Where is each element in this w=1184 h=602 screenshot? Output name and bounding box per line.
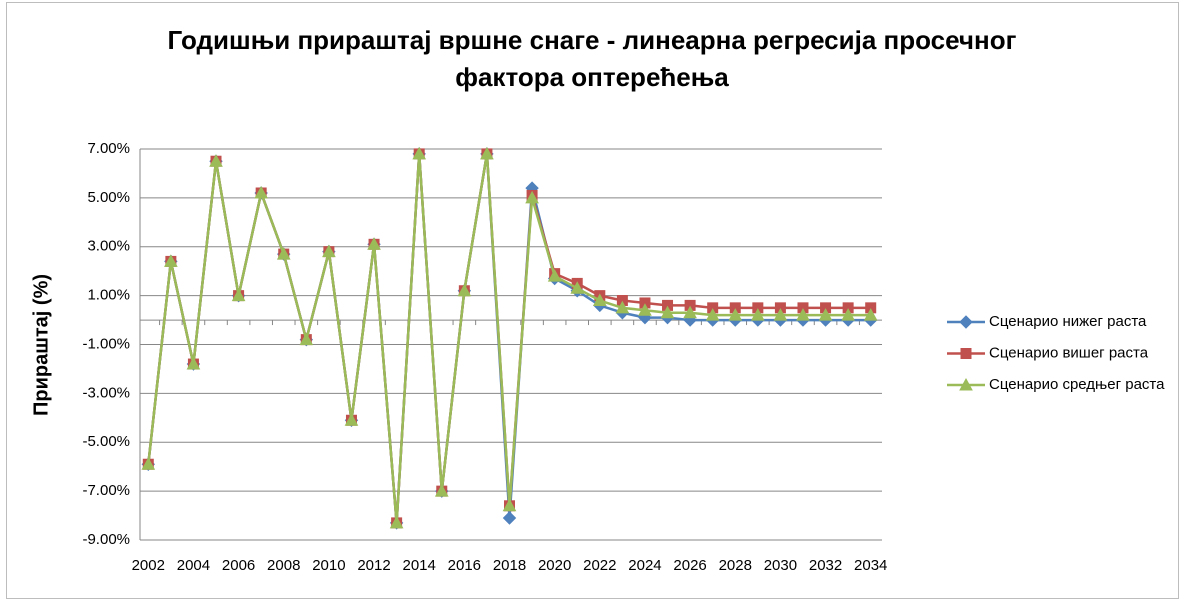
data-point: [705, 308, 720, 321]
data-point: [344, 413, 359, 426]
data-point: [615, 300, 630, 314]
data-point: [525, 190, 539, 204]
x-tick-label: 2026: [673, 557, 706, 574]
x-tick-label: 2010: [312, 557, 345, 574]
data-point: [750, 308, 765, 321]
x-tick-label: 2004: [177, 557, 210, 574]
chart-border: [6, 2, 1179, 599]
y-tick-label: 1.00%: [87, 287, 130, 304]
x-tick-label: 2034: [854, 557, 887, 574]
x-tick-label: 2014: [403, 557, 436, 574]
chart-title: Годишњи прираштај вршне снаге - линеарна…: [167, 25, 1017, 92]
legend-label: Сценарио нижег раста: [989, 313, 1147, 330]
data-point: [231, 288, 246, 302]
x-tick-label: 2018: [493, 557, 526, 574]
x-tick-label: 2016: [448, 557, 481, 574]
data-point: [638, 303, 652, 316]
legend-marker: [960, 348, 972, 359]
data-point: [818, 308, 833, 321]
data-point: [299, 332, 314, 346]
x-tick-label: 2024: [628, 557, 661, 574]
data-point: [570, 281, 585, 294]
data-point: [209, 154, 223, 167]
x-tick-label: 2020: [538, 557, 571, 574]
data-point: [412, 146, 427, 160]
x-tick-label: 2028: [719, 557, 752, 574]
y-tick-label: -9.00%: [82, 531, 130, 548]
y-tick-label: 5.00%: [87, 189, 130, 206]
data-point: [683, 305, 697, 319]
data-point: [254, 185, 269, 199]
x-tick-label: 2012: [357, 557, 390, 574]
y-axis-label: Прираштај (%): [30, 274, 52, 416]
data-point: [389, 515, 404, 529]
data-point: [367, 237, 381, 250]
data-point: [841, 308, 855, 321]
data-point: [502, 498, 517, 512]
x-tick-label: 2032: [809, 557, 842, 574]
data-point: [660, 305, 675, 319]
y-tick-label: -7.00%: [82, 482, 130, 499]
data-point: [863, 308, 878, 321]
data-point: [502, 511, 517, 525]
legend-label: Сценарио вишег раста: [989, 344, 1149, 361]
y-tick-label: -3.00%: [82, 384, 130, 401]
x-tick-label: 2008: [267, 557, 300, 574]
legend-label: Сценарио средњег раста: [989, 376, 1165, 393]
legend-marker: [959, 315, 973, 329]
y-tick-label: -1.00%: [82, 335, 130, 352]
y-tick-label: 3.00%: [87, 238, 130, 255]
legend-marker: [959, 377, 973, 391]
data-point: [547, 269, 562, 282]
data-point: [480, 146, 494, 160]
data-point: [728, 308, 743, 321]
y-tick-label: 7.00%: [87, 140, 130, 157]
x-tick-label: 2006: [222, 557, 255, 574]
data-point: [457, 283, 472, 297]
data-point: [592, 293, 607, 307]
y-tick-label: -5.00%: [82, 433, 130, 450]
data-point: [796, 308, 810, 321]
data-point: [322, 244, 336, 258]
data-point: [141, 457, 156, 470]
data-point: [186, 357, 201, 370]
x-tick-label: 2022: [583, 557, 616, 574]
data-point: [434, 484, 449, 497]
series-line: [147, 152, 871, 525]
x-tick-label: 2002: [132, 557, 165, 574]
x-tick-label: 2030: [764, 557, 797, 574]
data-point: [164, 254, 178, 267]
data-point: [276, 247, 291, 260]
data-point: [773, 308, 788, 321]
